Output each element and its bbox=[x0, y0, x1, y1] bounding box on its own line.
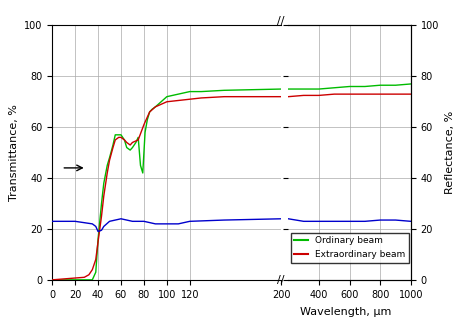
Text: Wavelength, μm: Wavelength, μm bbox=[301, 307, 392, 317]
Legend: Ordinary beam, Extraordinary beam: Ordinary beam, Extraordinary beam bbox=[291, 233, 409, 263]
Y-axis label: Transmittance, %: Transmittance, % bbox=[9, 104, 19, 201]
Y-axis label: Reflectance, %: Reflectance, % bbox=[444, 111, 454, 194]
Text: //: // bbox=[277, 16, 284, 26]
Text: //: // bbox=[277, 275, 284, 285]
